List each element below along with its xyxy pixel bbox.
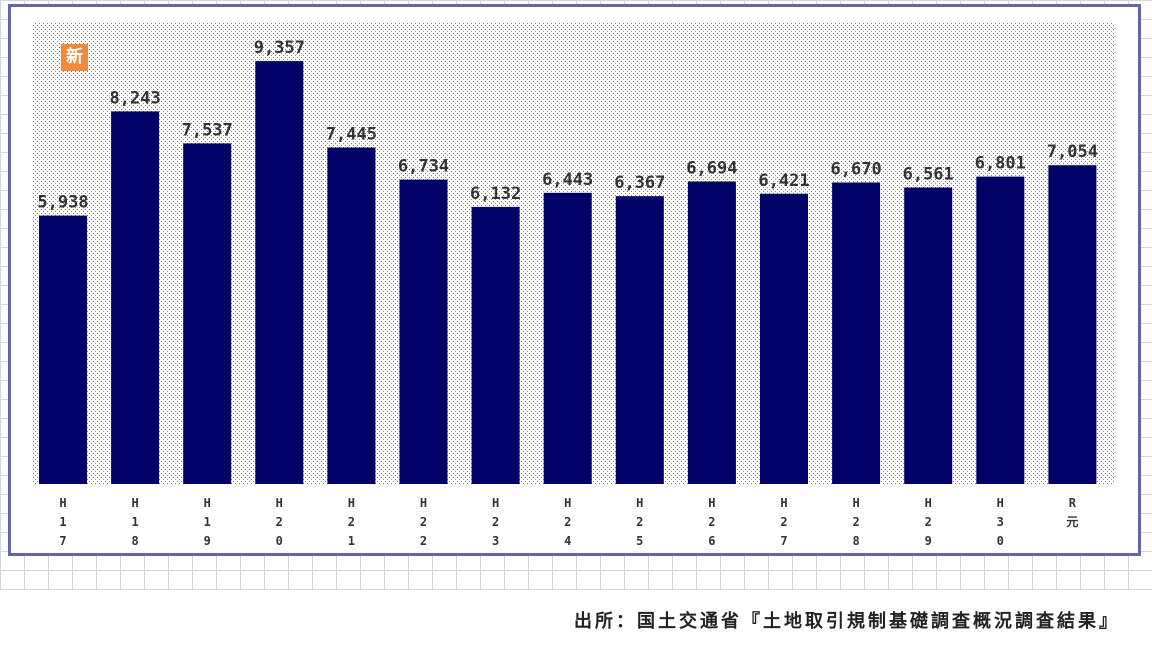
tick-label-R元: R元 — [1066, 496, 1078, 529]
source-text: 出所：国土交通省『土地取引規制基礎調査概況調査結果』 — [574, 611, 1120, 632]
data-label-R元: 7,054 — [1047, 142, 1098, 162]
tick-char: H — [492, 496, 499, 510]
data-label-H30: 6,801 — [975, 154, 1026, 174]
tick-char: 2 — [564, 515, 571, 529]
tick-char: 8 — [131, 534, 138, 548]
data-label-H26: 6,694 — [686, 159, 737, 179]
tick-label-H21: H 2 1 — [348, 496, 355, 548]
tick-char: H — [59, 496, 66, 510]
tick-char: 2 — [852, 515, 859, 529]
tick-label-H20: H 2 0 — [276, 496, 283, 548]
data-label-H20: 9,357 — [254, 38, 305, 58]
tick-char: H — [780, 496, 787, 510]
tick-char: H — [708, 496, 715, 510]
bar-chart: 5,938 8,243 7,537 9,357 7,445 6,734 6,132 6,443… — [33, 23, 1115, 548]
tick-char: H — [564, 496, 571, 510]
data-label-H18: 8,243 — [110, 88, 161, 108]
tick-label-H27: H 2 7 — [780, 496, 787, 548]
tick-char: 1 — [204, 515, 211, 529]
tick-char: H — [204, 496, 211, 510]
tick-label-H17: H 1 7 — [59, 496, 66, 548]
source-footer: 出所：国土交通省『土地取引規制基礎調査概況調査結果』 — [0, 590, 1152, 648]
tick-char: 2 — [780, 515, 787, 529]
tick-char: 2 — [925, 515, 932, 529]
tick-char: 1 — [131, 515, 138, 529]
tick-char: 8 — [852, 534, 859, 548]
data-label-H27: 6,421 — [758, 171, 809, 191]
tick-char: H — [276, 496, 283, 510]
bar-H29 — [904, 187, 953, 484]
tick-char: 2 — [708, 515, 715, 529]
tick-char: 9 — [925, 534, 932, 548]
tick-char: 0 — [997, 534, 1004, 548]
tick-char: H — [997, 496, 1004, 510]
tick-char: 2 — [348, 515, 355, 529]
tick-char: H — [420, 496, 427, 510]
tick-char: H — [348, 496, 355, 510]
data-label-H21: 7,445 — [326, 125, 377, 145]
tick-label-H30: H 3 0 — [997, 496, 1004, 548]
tick-label-H18: H 1 8 — [131, 496, 138, 548]
bar-H24 — [543, 192, 592, 485]
data-label-H22: 6,734 — [398, 157, 449, 177]
tick-char: 6 — [708, 534, 715, 548]
tick-char: H — [636, 496, 643, 510]
tick-label-H28: H 2 8 — [852, 496, 859, 548]
tick-char: 9 — [204, 534, 211, 548]
tick-char: 2 — [636, 515, 643, 529]
tick-label-H25: H 2 5 — [636, 496, 643, 548]
chart-frame: 5,938 8,243 7,537 9,357 7,445 6,734 6,132 6,443… — [8, 4, 1141, 556]
tick-char: 3 — [997, 515, 1004, 529]
bar-H17 — [39, 215, 87, 484]
tick-char: 1 — [59, 515, 66, 529]
tick-char: 2 — [420, 534, 427, 548]
tick-char: 2 — [276, 515, 283, 529]
data-label-H19: 7,537 — [182, 120, 233, 140]
tick-label-H23: H 2 3 — [492, 496, 499, 548]
bar-H20 — [255, 61, 304, 484]
bar-H28 — [832, 182, 881, 484]
tick-label-H22: H 2 2 — [420, 496, 427, 548]
bar-H21 — [327, 147, 376, 484]
bar-H27 — [760, 193, 808, 485]
bar-H18 — [111, 111, 160, 485]
tick-char: 0 — [276, 534, 283, 548]
tick-char: 7 — [780, 534, 787, 548]
tick-label-H29: H 2 9 — [925, 496, 932, 548]
data-label-H24: 6,443 — [542, 170, 593, 190]
tick-char: 4 — [564, 534, 571, 548]
tick-char: 1 — [348, 534, 355, 548]
tick-char: R — [1069, 496, 1077, 510]
tick-char: H — [131, 496, 138, 510]
tick-char: 7 — [59, 534, 66, 548]
bar-H19 — [183, 143, 232, 484]
data-label-H17: 5,938 — [37, 193, 88, 213]
tick-char: 5 — [636, 534, 643, 548]
tick-label-H26: H 2 6 — [708, 496, 715, 548]
tick-char: H — [852, 496, 859, 510]
tick-label-H24: H 2 4 — [564, 496, 571, 548]
data-label-H28: 6,670 — [831, 160, 882, 180]
new-badge: 新 — [61, 44, 88, 71]
bar-H25 — [615, 196, 664, 484]
tick-char: 2 — [492, 515, 499, 529]
tick-char: 元 — [1066, 515, 1078, 529]
bar-H22 — [399, 179, 448, 484]
bar-H26 — [687, 181, 736, 484]
data-label-H23: 6,132 — [470, 184, 521, 204]
bar-H30 — [976, 176, 1025, 484]
data-label-H25: 6,367 — [614, 173, 665, 193]
tick-char: 2 — [420, 515, 427, 529]
tick-char: 3 — [492, 534, 499, 548]
tick-label-H19: H 1 9 — [204, 496, 211, 548]
tick-char: H — [925, 496, 932, 510]
bar-H23 — [471, 206, 520, 484]
data-label-H29: 6,561 — [903, 165, 954, 185]
bar-R元 — [1048, 165, 1097, 484]
